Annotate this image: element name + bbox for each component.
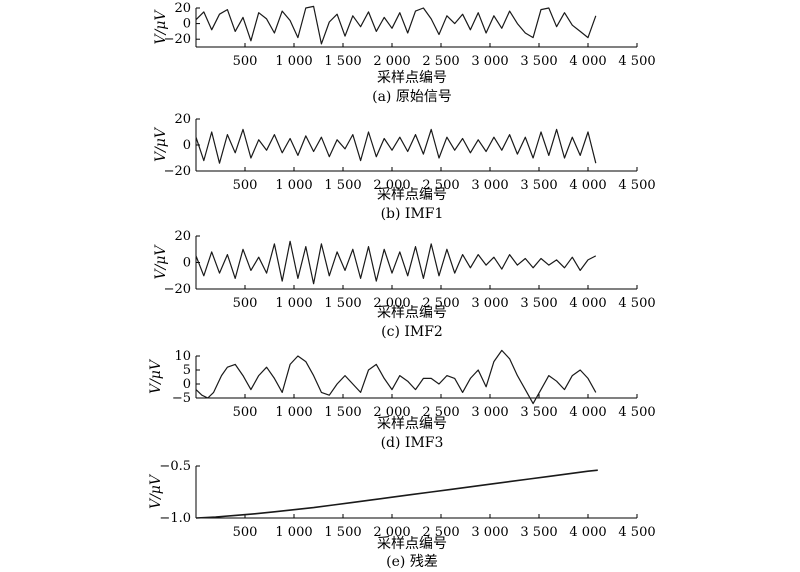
x-tick-label: 2 500 (422, 178, 459, 193)
y-tick-label: −5 (172, 391, 191, 406)
x-tick-label: 1 500 (324, 178, 361, 193)
x-tick-label: 4 000 (569, 405, 606, 420)
x-tick-label: 2 000 (373, 178, 410, 193)
y-tick-label: 20 (174, 112, 191, 127)
y-axis-label: V/μV (153, 9, 169, 45)
y-axis-label: V/μV (153, 244, 169, 280)
series-line (195, 5, 597, 45)
y-tick-label: −20 (164, 282, 191, 297)
series-line (195, 240, 597, 285)
x-tick-label: 3 000 (471, 178, 508, 193)
x-tick-label: 2 500 (422, 405, 459, 420)
x-tick-label: 500 (233, 405, 258, 420)
y-tick-label: 0 (183, 17, 191, 32)
x-tick-label: 500 (233, 525, 258, 540)
x-tick-label: 2 000 (373, 525, 410, 540)
x-tick-label: 4 000 (569, 296, 606, 311)
subplot-caption: (c) IMF2 (381, 324, 443, 340)
y-tick-label: 10 (174, 349, 191, 364)
x-tick-label: 3 000 (471, 296, 508, 311)
x-tick-label: 4 500 (618, 54, 655, 69)
x-tick-label: 2 000 (373, 405, 410, 420)
x-tick-label: 3 500 (520, 54, 557, 69)
subplot-4: −0.5 −1.0 500 1 000 1 500 2 000 2 500 3 000 3 50… (148, 459, 656, 570)
x-axis-label: 采样点编号 (377, 187, 447, 203)
x-tick-label: 4 000 (569, 54, 606, 69)
x-tick-label: 3 500 (520, 178, 557, 193)
x-tick-label: 4 000 (569, 178, 606, 193)
x-tick-label: 3 500 (520, 405, 557, 420)
x-tick-label: 3 000 (471, 405, 508, 420)
y-tick-label: 0 (183, 256, 191, 271)
x-tick-label: 1 000 (275, 525, 312, 540)
y-axis-label: V/μV (148, 473, 164, 509)
x-tick-label: 3 500 (520, 296, 557, 311)
subplot-caption: (e) 残差 (386, 554, 438, 570)
y-tick-label: 20 (174, 229, 191, 244)
subplot-caption: (d) IMF3 (381, 435, 444, 451)
subplot-2: 20 0 −20 500 1 000 1 500 2 000 2 500 3 000 3 500 4… (153, 229, 656, 340)
x-tick-label: 4 500 (618, 178, 655, 193)
y-tick-label: −20 (164, 32, 191, 47)
x-tick-label: 500 (233, 178, 258, 193)
x-tick-label: 4 500 (618, 405, 655, 420)
y-tick-label: 0 (183, 377, 191, 392)
x-tick-label: 1 500 (324, 405, 361, 420)
x-tick-label: 1 500 (324, 296, 361, 311)
x-tick-label: 3 000 (471, 525, 508, 540)
x-axis-label: 采样点编号 (377, 70, 447, 86)
x-tick-label: 500 (233, 54, 258, 69)
x-tick-label: 1 000 (275, 54, 312, 69)
series-line (195, 469, 598, 519)
y-axis-label: V/μV (148, 358, 164, 394)
x-tick-label: 500 (233, 296, 258, 311)
y-tick-label: 20 (174, 1, 191, 16)
x-tick-label: 4 500 (618, 525, 655, 540)
x-tick-label: 4 000 (569, 525, 606, 540)
x-tick-label: 2 500 (422, 54, 459, 69)
subplot-1: 20 0 −20 500 1 000 1 500 2 000 2 500 3 000 3 500 4… (153, 112, 656, 222)
series-line (195, 349, 597, 405)
y-tick-label: 0 (183, 138, 191, 153)
x-tick-label: 1 500 (324, 54, 361, 69)
subplot-caption: (b) IMF1 (381, 206, 444, 222)
y-tick-label: 5 (183, 363, 191, 378)
x-axis-label: 采样点编号 (377, 305, 447, 321)
x-tick-label: 2 500 (422, 525, 459, 540)
x-tick-label: 2 500 (422, 296, 459, 311)
y-axis-label: V/μV (153, 126, 169, 162)
y-tick-label: −20 (164, 164, 191, 179)
subplot-caption: (a) 原始信号 (372, 89, 452, 105)
y-tick-label: −0.5 (159, 459, 191, 474)
x-axis-label: 采样点编号 (377, 416, 447, 432)
x-tick-label: 3 000 (471, 54, 508, 69)
x-tick-label: 1 000 (275, 178, 312, 193)
x-tick-label: 3 500 (520, 525, 557, 540)
x-tick-label: 1 500 (324, 525, 361, 540)
x-tick-label: 2 000 (373, 54, 410, 69)
y-tick-label: −1.0 (159, 511, 191, 526)
x-tick-label: 2 000 (373, 296, 410, 311)
x-tick-label: 1 000 (275, 405, 312, 420)
x-axis-label: 采样点编号 (377, 536, 447, 552)
x-tick-label: 4 500 (618, 296, 655, 311)
x-tick-label: 1 000 (275, 296, 312, 311)
series-line (195, 128, 597, 164)
subplot-0: 200−20 500 1 000 1 500 2 000 2 500 3 000 3 500 4… (153, 1, 656, 105)
